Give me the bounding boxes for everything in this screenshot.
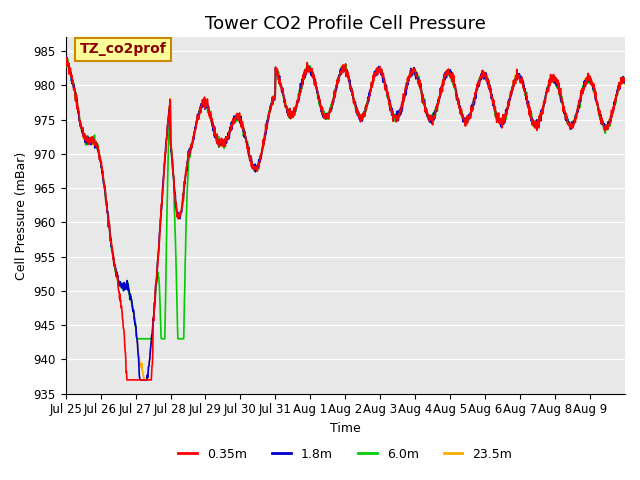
Title: Tower CO2 Profile Cell Pressure: Tower CO2 Profile Cell Pressure xyxy=(205,15,486,33)
Y-axis label: Cell Pressure (mBar): Cell Pressure (mBar) xyxy=(15,151,28,279)
Legend: 0.35m, 1.8m, 6.0m, 23.5m: 0.35m, 1.8m, 6.0m, 23.5m xyxy=(173,443,517,466)
X-axis label: Time: Time xyxy=(330,422,361,435)
Text: TZ_co2prof: TZ_co2prof xyxy=(79,42,166,56)
